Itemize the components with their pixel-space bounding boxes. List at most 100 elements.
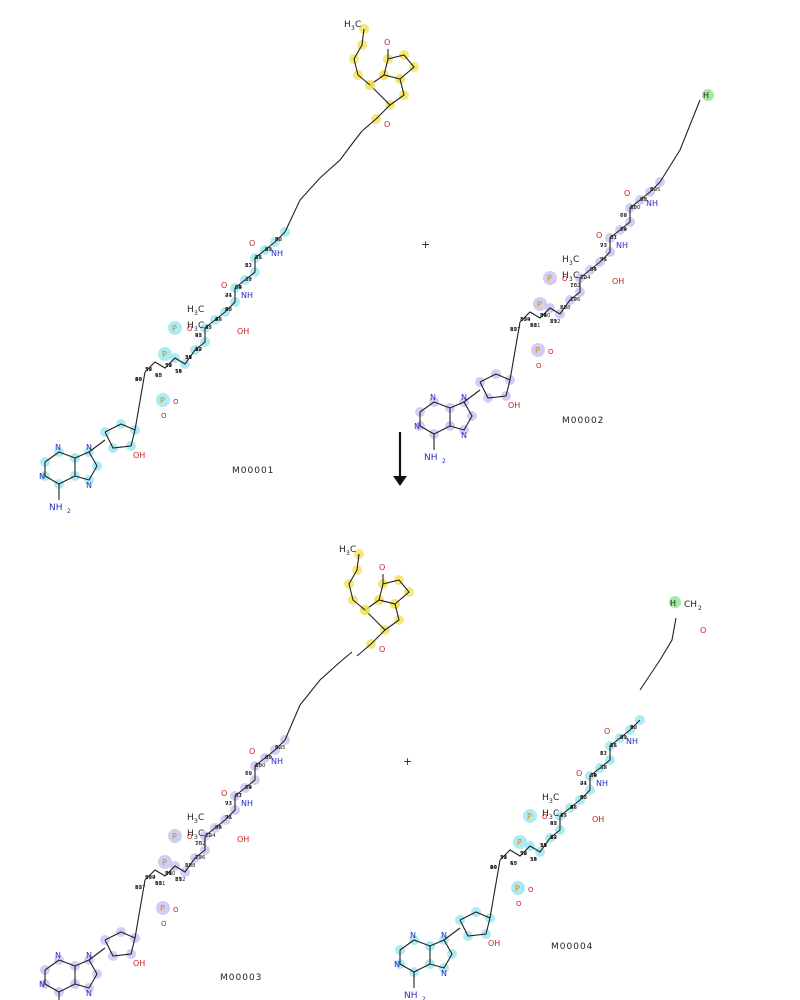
atom-number: 83 <box>640 197 647 203</box>
atom-number: 34 <box>185 355 192 361</box>
atom-number: 61 <box>255 255 262 261</box>
atom-number: 110 <box>165 871 176 877</box>
atom-number: 50 <box>155 373 162 379</box>
atom-number: 86 <box>155 881 162 887</box>
atom-number: 71 <box>225 815 232 821</box>
nitrogen-atom: N <box>410 931 416 940</box>
atom-number: 73 <box>600 243 607 249</box>
atom-number: 60 <box>490 865 497 871</box>
atom-number: 36 <box>590 773 597 779</box>
atom-number: 40 <box>490 865 497 871</box>
amide-nh: NH <box>596 779 608 788</box>
atom-number: 80 <box>135 885 142 891</box>
hydroxyl-group: OH <box>612 277 624 286</box>
bond-line <box>383 54 415 80</box>
atom-number: 44 <box>550 835 557 841</box>
bond-line <box>429 939 453 969</box>
bond-line <box>639 617 677 691</box>
atom-number: 90 <box>530 323 537 329</box>
atom-number: 16 <box>500 855 507 861</box>
atom-number: 79 <box>245 771 252 777</box>
atom-number: 105 <box>650 187 661 193</box>
atom-number: 31 <box>600 751 607 757</box>
bond-line <box>104 423 136 449</box>
atom-number: 86 <box>530 323 537 329</box>
bond-line <box>284 651 353 741</box>
atom-number: 14 <box>175 369 182 375</box>
atom-number: 10 <box>490 865 497 871</box>
atom-number: 15 <box>510 861 517 867</box>
atom-number: 1 <box>245 263 249 269</box>
atom-number: 77 <box>570 297 577 303</box>
oxygen-atom: O <box>562 275 568 283</box>
atom-number: 72 <box>205 833 212 839</box>
plus-sign-products: + <box>403 755 413 768</box>
phosphorus-atom: P <box>537 300 542 309</box>
bond-line <box>659 99 701 183</box>
nitrogen-atom: N <box>461 431 467 440</box>
atom-number: 84 <box>165 871 172 877</box>
atom-number: 51 <box>620 735 627 741</box>
atom-number: 47 <box>560 813 567 819</box>
bond-line <box>74 959 98 989</box>
atom-number: 89 <box>550 319 557 325</box>
bond-line <box>88 947 106 961</box>
atom-number: 100 <box>630 205 641 211</box>
atom-number: 76 <box>195 841 202 847</box>
atom-number: 3 <box>245 277 249 283</box>
atom-number: 105 <box>275 745 286 751</box>
ketone-oxygen: O <box>384 38 390 47</box>
phosphorus-atom: P <box>515 884 520 893</box>
atom-number: 27 <box>570 805 577 811</box>
atom-number: 33 <box>175 369 182 375</box>
atom-number: 67 <box>610 235 617 241</box>
carbonyl-oxygen: O <box>384 120 390 129</box>
atom-number: 6 <box>570 805 574 811</box>
nitrogen-atom: N <box>86 443 92 452</box>
atom-number: 84 <box>540 313 547 319</box>
atom-number: 41 <box>225 293 232 299</box>
atom-highlight <box>156 393 170 407</box>
atom-number: 184 <box>520 317 531 323</box>
subscript: 3 <box>194 834 198 841</box>
atom-number: 108 <box>185 863 196 869</box>
atom-number: 87 <box>520 317 527 323</box>
atom-number: 9 <box>620 735 624 741</box>
atom-number: 111 <box>530 323 541 329</box>
molecule-label-m00002: M00002 <box>562 416 605 426</box>
oxygen-atom: O <box>542 813 548 821</box>
atom-number: 25 <box>205 325 212 331</box>
atom-number: 56 <box>165 363 172 369</box>
nitrogen-atom: N <box>86 951 92 960</box>
nitrogen-atom: N <box>55 951 61 960</box>
subscript: 3 <box>194 310 198 317</box>
atom-number: 91 <box>510 327 517 333</box>
atom-number: 45 <box>580 795 587 801</box>
atom-number: 18 <box>530 857 537 863</box>
atom-number: 51 <box>265 247 272 253</box>
atom-number: 111 <box>155 881 166 887</box>
atom-number: 44 <box>195 347 202 353</box>
atom-number: 64 <box>590 773 597 779</box>
atom-number: 74 <box>245 785 252 791</box>
atom-number: 184 <box>145 875 156 881</box>
atom-number: 55 <box>530 857 537 863</box>
methyl-group: H <box>542 809 549 819</box>
nitrogen-atom: N <box>39 980 45 989</box>
nitrogen-atom: N <box>414 422 420 431</box>
oxygen-atom: O <box>536 362 542 370</box>
nitrogen-atom: N <box>394 960 400 969</box>
bond-line <box>356 629 386 657</box>
phosphorus-atom: P <box>535 346 540 355</box>
atom-number: 21 <box>550 821 557 827</box>
atom-number: 62 <box>600 751 607 757</box>
phosphorus-atom: P <box>547 274 552 283</box>
amide-nh: NH <box>271 249 283 258</box>
methyl-group: H <box>344 20 351 30</box>
oxygen-atom: O <box>173 906 179 914</box>
atom-number: 2 <box>225 293 229 299</box>
atom-number: 66 <box>245 771 252 777</box>
atom-highlight <box>523 809 537 823</box>
methyl-group: C <box>350 545 356 555</box>
atom-number: 55 <box>175 369 182 375</box>
